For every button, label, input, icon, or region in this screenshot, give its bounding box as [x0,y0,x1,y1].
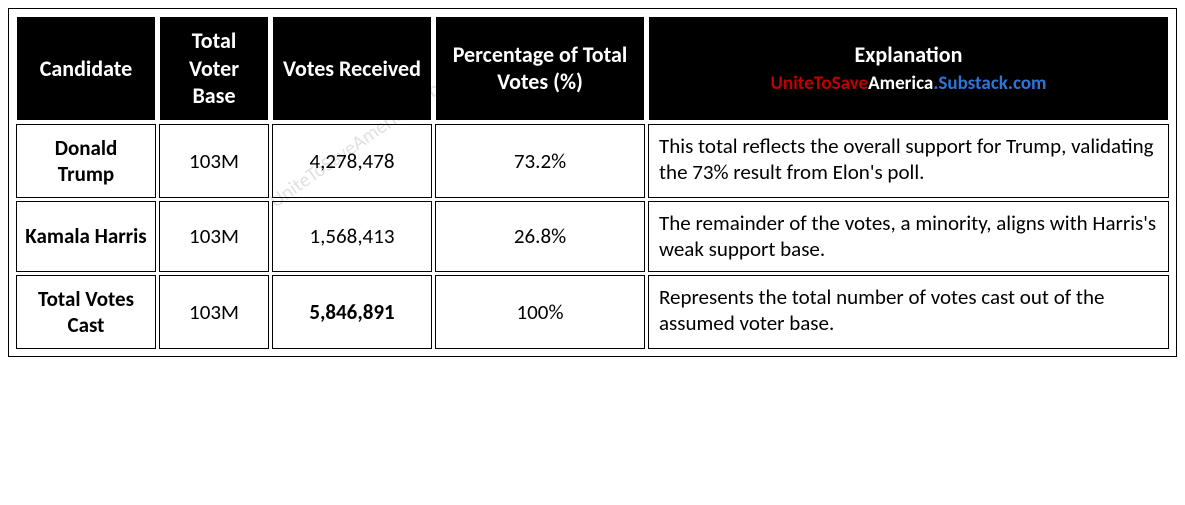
brand-line: UniteToSaveAmerica.Substack.com [657,72,1160,96]
col-base: Total Voter Base [159,16,269,121]
cell-candidate: Donald Trump [16,124,156,199]
col-candidate: Candidate [16,16,156,121]
cell-base: 103M [159,124,269,199]
votes-table: Candidate Total Voter Base Votes Receive… [13,13,1172,352]
cell-pct: 26.8% [435,201,645,272]
cell-explain: The remainder of the votes, a minority, … [648,201,1169,272]
cell-pct: 73.2% [435,124,645,199]
cell-base: 103M [159,275,269,350]
col-explain: Explanation UniteToSaveAmerica.Substack.… [648,16,1169,121]
col-votes: Votes Received [272,16,432,121]
header-row: Candidate Total Voter Base Votes Receive… [16,16,1169,121]
cell-explain: Represents the total number of votes cas… [648,275,1169,350]
table-container: UniteToSaveAmerica.Substack.com Candidat… [8,8,1177,357]
explain-title: Explanation [657,41,1160,69]
table-row: Total Votes Cast 103M 5,846,891 100% Rep… [16,275,1169,350]
cell-votes: 1,568,413 [272,201,432,272]
col-pct: Percentage of Total Votes (%) [435,16,645,121]
table-row: Kamala Harris 103M 1,568,413 26.8% The r… [16,201,1169,272]
cell-candidate: Kamala Harris [16,201,156,272]
cell-explain: This total reflects the overall support … [648,124,1169,199]
brand-part2: America [868,72,933,95]
brand-part3: .Substack.com [933,72,1046,95]
cell-pct: 100% [435,275,645,350]
table-row: Donald Trump 103M 4,278,478 73.2% This t… [16,124,1169,199]
brand-part1: UniteToSave [770,72,868,95]
cell-votes: 5,846,891 [272,275,432,350]
cell-base: 103M [159,201,269,272]
cell-votes: 4,278,478 [272,124,432,199]
cell-candidate: Total Votes Cast [16,275,156,350]
